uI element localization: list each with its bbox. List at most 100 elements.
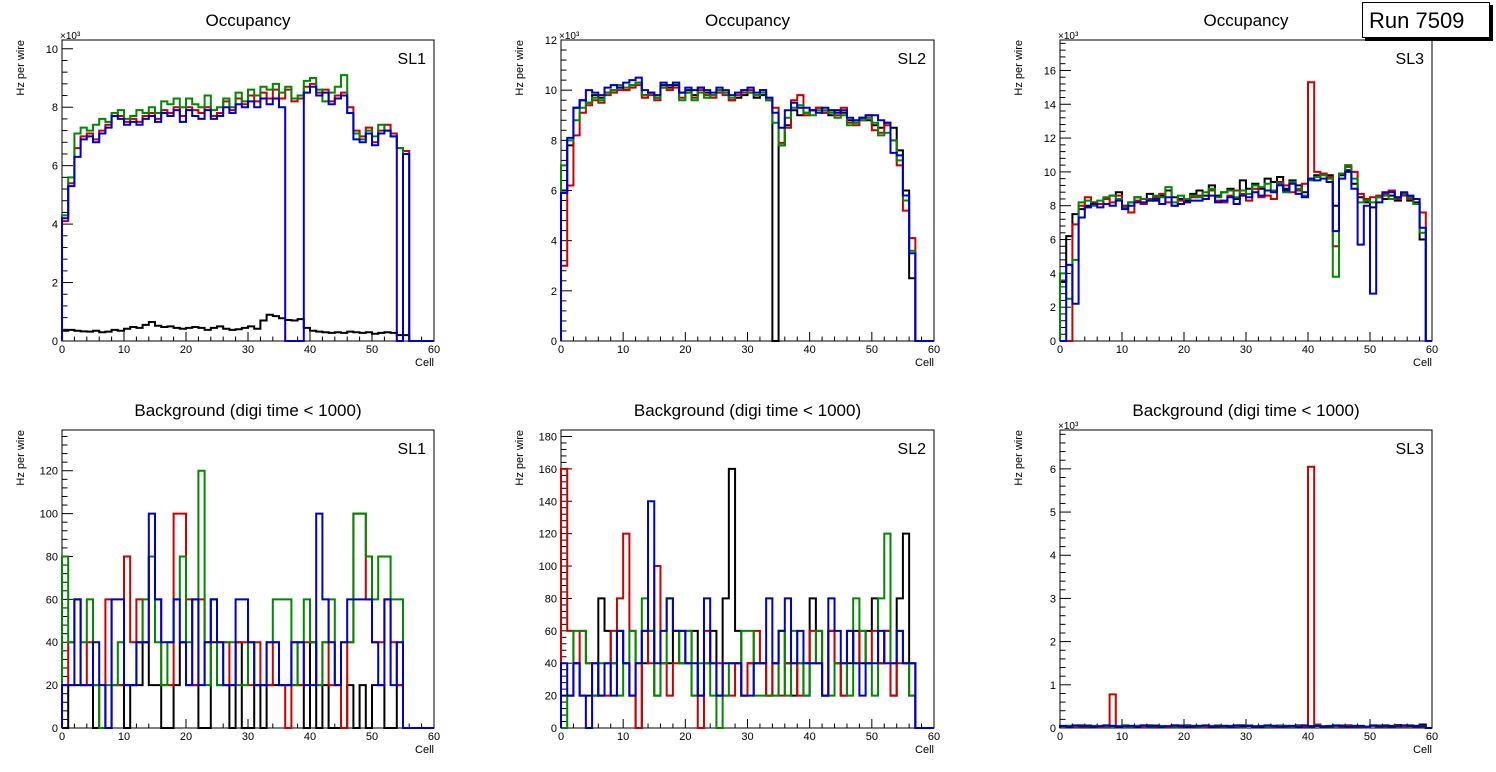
series-blue [560, 500, 934, 729]
x-tick-label: 0 [59, 731, 65, 743]
series-blue [1060, 170, 1432, 342]
y-tick-label: 8 [52, 102, 58, 114]
x-tick-label: 10 [1116, 731, 1128, 743]
y-tick-label: 40 [545, 658, 557, 670]
y-tick-label: 120 [539, 529, 557, 541]
chart-title: Background (digi time < 1000) [634, 401, 861, 420]
y-tick-label: 2 [1050, 637, 1056, 649]
x-tick-label: 0 [1057, 344, 1063, 356]
y-tick-label: 0 [1050, 336, 1056, 348]
y-tick-label: 1 [1050, 680, 1056, 692]
x-axis-label: Cell [1413, 744, 1432, 756]
superlayer-label: SL2 [898, 441, 927, 458]
x-tick-label: 50 [866, 344, 878, 356]
y-tick-label: 100 [40, 509, 58, 521]
y-tick-label: 80 [46, 551, 58, 563]
y-tick-label: 20 [46, 680, 58, 692]
chart-panel-4: Background (digi time < 1000) SL1 Cell Hz p… [15, 401, 440, 756]
y-tick-label: 140 [539, 496, 557, 508]
x-tick-label: 0 [1057, 731, 1063, 743]
y-tick-label: 40 [46, 637, 58, 649]
x-axis-label: Cell [415, 744, 434, 756]
y-tick-label: 6 [551, 186, 557, 198]
y-axis-exponent: ×10³ [1058, 31, 1079, 42]
y-tick-label: 4 [1050, 268, 1056, 280]
y-tick-label: 100 [539, 561, 557, 573]
chart-title: Background (digi time < 1000) [134, 401, 361, 420]
x-tick-label: 20 [180, 344, 192, 356]
y-tick-label: 12 [545, 35, 557, 47]
x-tick-label: 20 [679, 731, 691, 743]
y-tick-label: 180 [539, 431, 557, 443]
y-tick-label: 6 [1050, 464, 1056, 476]
series-blue [1059, 724, 1432, 729]
x-tick-label: 60 [428, 731, 440, 743]
x-tick-label: 30 [741, 344, 753, 356]
y-tick-label: 0 [52, 723, 58, 735]
y-axis-label: Hz per wire [1013, 40, 1025, 96]
x-tick-label: 10 [118, 344, 130, 356]
x-tick-label: 20 [180, 731, 192, 743]
x-tick-label: 60 [1426, 731, 1438, 743]
y-tick-label: 6 [52, 161, 58, 173]
y-tick-label: 12 [1044, 133, 1056, 145]
y-tick-label: 8 [1050, 201, 1056, 213]
y-tick-label: 60 [46, 594, 58, 606]
run-label-box: Run 7509 [1362, 2, 1490, 38]
y-tick-label: 2 [1050, 302, 1056, 314]
y-axis-label: Hz per wire [1013, 430, 1025, 486]
y-tick-label: 8 [551, 135, 557, 147]
x-tick-label: 20 [1178, 344, 1190, 356]
series-black [61, 313, 434, 342]
x-tick-label: 50 [1364, 344, 1376, 356]
x-tick-label: 50 [366, 731, 378, 743]
x-axis-label: Cell [915, 744, 934, 756]
series-green [61, 74, 434, 342]
superlayer-label: SL1 [398, 441, 427, 458]
x-tick-label: 10 [617, 731, 629, 743]
x-tick-label: 0 [558, 344, 564, 356]
x-tick-label: 30 [741, 731, 753, 743]
superlayer-label: SL3 [1396, 441, 1425, 458]
run-label: Run 7509 [1369, 8, 1465, 33]
x-tick-label: 20 [679, 344, 691, 356]
y-tick-label: 0 [551, 723, 557, 735]
series-red [1059, 465, 1432, 729]
x-tick-label: 10 [118, 731, 130, 743]
y-tick-label: 14 [1044, 99, 1056, 111]
x-tick-label: 40 [1302, 344, 1314, 356]
series-red [1060, 81, 1432, 342]
y-axis-exponent: ×10³ [559, 31, 580, 42]
series-blue [61, 512, 434, 729]
y-tick-label: 5 [1050, 507, 1056, 519]
chart-title: Background (digi time < 1000) [1132, 401, 1359, 420]
series-blue [61, 85, 434, 342]
plot-frame [61, 39, 435, 342]
chart-title: Occupancy [705, 11, 791, 30]
y-tick-label: 120 [40, 466, 58, 478]
chart-title: Occupancy [1203, 11, 1289, 30]
x-tick-label: 50 [866, 731, 878, 743]
y-tick-label: 10 [46, 44, 58, 56]
series-black [62, 641, 434, 729]
x-tick-label: 40 [304, 344, 316, 356]
x-axis-label: Cell [1413, 357, 1432, 369]
plot-frame [1059, 429, 1433, 729]
chart-title: Occupancy [205, 11, 291, 30]
series-green [61, 469, 434, 729]
y-tick-label: 20 [545, 691, 557, 703]
superlayer-label: SL1 [398, 51, 427, 68]
y-tick-label: 2 [52, 278, 58, 290]
superlayer-label: SL3 [1396, 51, 1425, 68]
y-tick-label: 10 [545, 85, 557, 97]
series-red [61, 82, 434, 342]
x-tick-label: 40 [804, 344, 816, 356]
x-tick-label: 40 [1302, 731, 1314, 743]
chart-panel-5: Background (digi time < 1000) SL2 Cell Hz p… [514, 401, 940, 756]
y-axis-label: Hz per wire [514, 430, 526, 486]
x-axis-label: Cell [915, 357, 934, 369]
x-tick-label: 60 [928, 731, 940, 743]
